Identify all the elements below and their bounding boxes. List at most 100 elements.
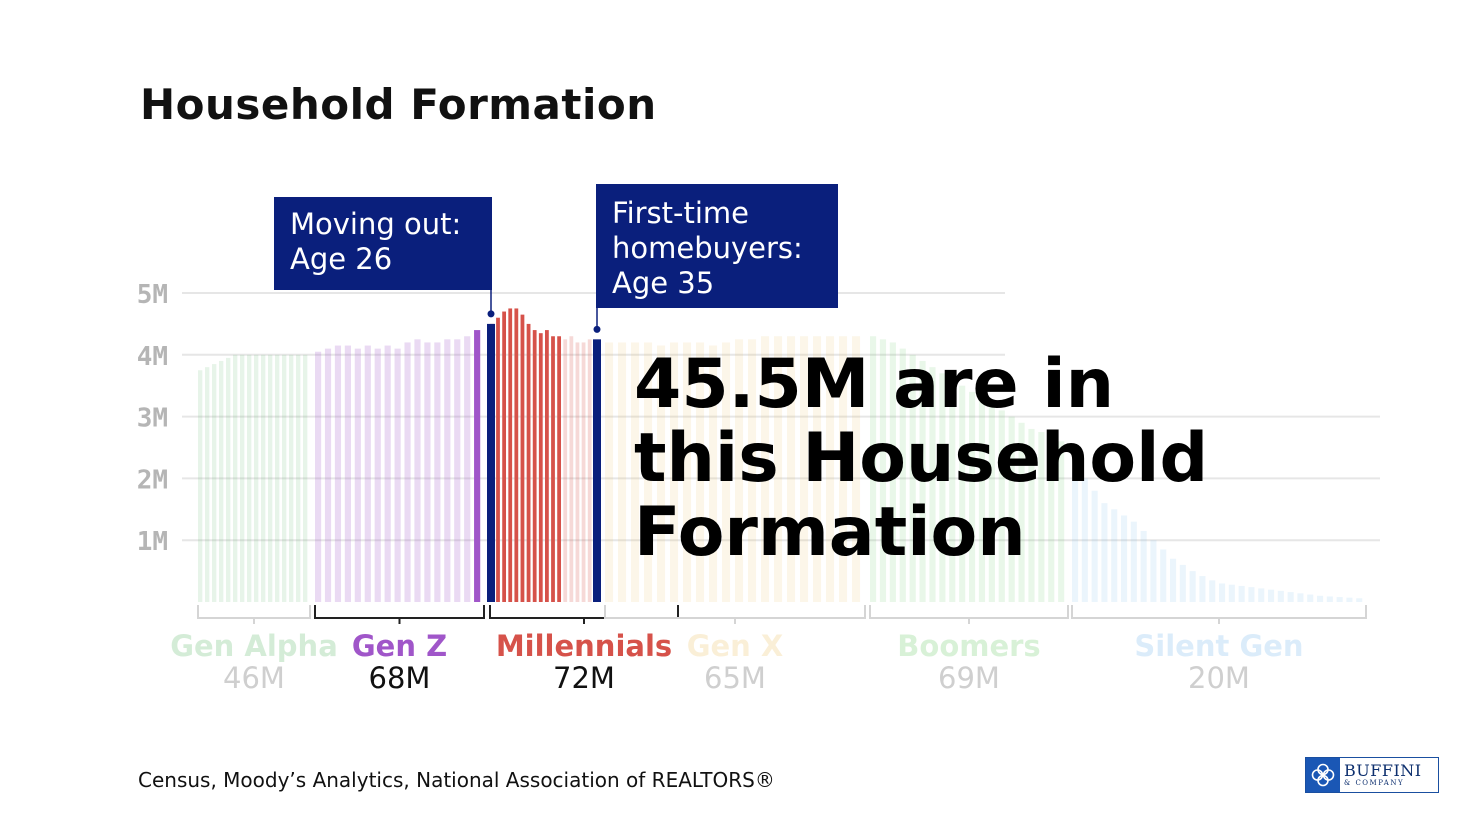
bar — [444, 339, 451, 602]
bar — [1160, 549, 1167, 602]
bar — [1101, 503, 1108, 602]
bar — [1028, 428, 1035, 602]
bar — [774, 336, 783, 602]
bar — [722, 342, 731, 602]
bar — [899, 348, 906, 602]
bar — [889, 342, 896, 602]
bar — [1189, 571, 1196, 602]
bar — [1072, 472, 1079, 602]
bars — [198, 308, 1363, 602]
logo-word2: & COMPANY — [1344, 778, 1405, 787]
bar — [254, 354, 259, 602]
bar — [909, 354, 916, 602]
bar — [1121, 515, 1128, 602]
generation-name: Boomers — [897, 629, 1040, 663]
bar — [508, 308, 513, 602]
generation-total: 68M — [369, 661, 431, 695]
generation-bracket — [489, 605, 679, 624]
bar — [1346, 597, 1353, 602]
bar — [404, 342, 411, 602]
generation-bracket — [869, 605, 1069, 624]
bar — [826, 336, 835, 602]
bar — [748, 339, 757, 602]
bar — [1219, 583, 1226, 602]
generation-total: 69M — [938, 661, 1000, 695]
bar — [1297, 593, 1304, 602]
bar — [247, 354, 252, 602]
bar — [683, 342, 692, 602]
big-stat-rest: are in — [869, 345, 1115, 424]
bar — [587, 339, 592, 602]
callout-moving-out: Moving out: Age 26 — [274, 197, 492, 290]
bar — [644, 342, 653, 602]
generation-bracket — [604, 605, 866, 624]
bar — [496, 317, 500, 602]
bar — [879, 339, 887, 602]
bar — [275, 354, 280, 602]
y-tick-label: 1M — [137, 527, 168, 557]
bar — [1199, 576, 1206, 602]
bar — [919, 360, 926, 602]
callout-first-time-line1: First-time — [612, 196, 750, 230]
bar — [434, 342, 441, 602]
bar — [1048, 435, 1055, 602]
bar — [454, 339, 461, 602]
bar — [296, 354, 301, 602]
bar — [514, 308, 519, 602]
bar — [520, 314, 525, 602]
generation-name: Silent Gen — [1134, 629, 1303, 663]
bar — [670, 342, 679, 602]
bar — [551, 336, 555, 602]
bar — [959, 385, 966, 602]
bar — [563, 339, 568, 602]
bar — [240, 354, 245, 602]
bar — [526, 323, 531, 602]
bar — [233, 354, 238, 602]
bar — [605, 342, 614, 602]
bar — [852, 336, 861, 602]
bar — [657, 345, 666, 602]
bar — [384, 345, 391, 602]
bar — [414, 339, 421, 602]
callout-moving-out-line2: Age 26 — [290, 242, 393, 276]
generation-name: Gen Z — [352, 629, 447, 663]
bar — [282, 354, 287, 602]
bar — [344, 345, 351, 602]
bar — [212, 364, 217, 602]
y-axis-ticks: 5M 4M 3M 2M 1M — [137, 280, 168, 557]
generation-name: Gen Alpha — [170, 629, 338, 663]
generation-bracket — [197, 605, 311, 624]
big-stat-line3: Formation — [634, 493, 1026, 572]
marker-bar — [487, 323, 495, 602]
bar — [735, 339, 744, 602]
age-markers — [487, 290, 601, 602]
generation-total: 20M — [1188, 661, 1250, 695]
callout-first-time-line3: Age 35 — [612, 266, 715, 300]
logo-word1: BUFFINI — [1344, 760, 1422, 780]
callout-first-time-line2: homebuyers: — [612, 231, 803, 265]
bar — [1130, 521, 1137, 602]
source-note: Census, Moody’s Analytics, National Asso… — [138, 768, 775, 792]
bar — [1326, 596, 1333, 602]
bar — [502, 311, 507, 602]
bar — [1111, 509, 1118, 602]
bar — [1228, 584, 1235, 602]
callout-moving-out-line1: Moving out: — [290, 207, 462, 241]
bar — [939, 373, 946, 602]
generation-bracket — [1071, 605, 1367, 624]
bar — [1140, 530, 1147, 602]
bar — [464, 336, 471, 602]
big-stat-number: 45.5M — [634, 345, 870, 424]
bar — [557, 336, 562, 602]
bar — [949, 379, 956, 602]
bar — [813, 336, 822, 602]
y-tick-label: 2M — [137, 465, 168, 495]
bar — [424, 342, 431, 602]
bar — [1038, 432, 1045, 602]
bar — [334, 345, 342, 602]
marker-bar — [593, 339, 601, 602]
big-stat-line2: this Household — [634, 419, 1209, 498]
bar — [532, 330, 537, 602]
y-tick-label: 4M — [137, 342, 168, 372]
bar — [303, 354, 308, 602]
